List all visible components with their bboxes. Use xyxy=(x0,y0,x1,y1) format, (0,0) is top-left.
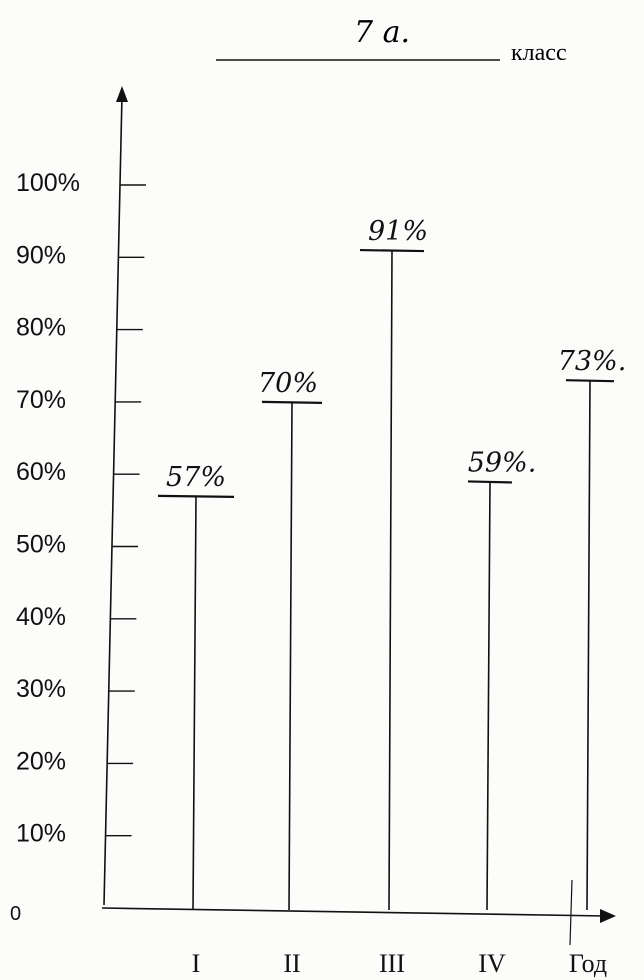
bar-4 xyxy=(486,481,491,911)
bar-value-label-2: 70% xyxy=(258,368,318,399)
x-axis xyxy=(101,907,607,917)
y-axis xyxy=(103,94,123,906)
bar-cap-4 xyxy=(467,480,513,484)
bar-cap-5 xyxy=(565,379,615,383)
category-label-2: II xyxy=(283,949,300,978)
bar-value-label-1: 57% xyxy=(166,462,226,493)
y-tick-label-40: 40% xyxy=(16,603,66,631)
category-label-4: IV xyxy=(478,949,506,978)
x-axis-category-labels: I II III IV Год xyxy=(192,949,607,978)
category-label-3: III xyxy=(379,949,405,978)
y-tick-label-70: 70% xyxy=(16,386,66,414)
category-label-5: Год xyxy=(569,949,607,978)
y-axis-ticks xyxy=(105,184,146,837)
bar-cap-3 xyxy=(359,248,425,253)
bar-value-label-5: 73%. xyxy=(558,346,627,377)
x-axis-arrow xyxy=(600,909,616,923)
bar-2 xyxy=(288,401,293,911)
y-tick-label-60: 60% xyxy=(16,458,66,486)
axis-extra-stroke xyxy=(569,879,573,946)
category-label-1: I xyxy=(192,949,201,978)
bar-data-labels: 57% 70% 91% 59%. 73%. xyxy=(166,216,626,493)
bar-3 xyxy=(388,250,393,911)
y-tick-label-50: 50% xyxy=(16,531,66,559)
y-tick-label-100: 100% xyxy=(16,169,80,197)
y-axis-arrow xyxy=(116,86,128,102)
y-tick-label-0: 0 xyxy=(10,903,21,925)
y-tick-label-90: 90% xyxy=(16,241,66,269)
y-axis-tick-labels: 0 10% 20% 30% 40% 50% 60% 70% 80% 90% 100% xyxy=(10,169,80,925)
bar-value-label-3: 91% xyxy=(368,216,428,247)
bar-cap-2 xyxy=(261,400,323,404)
y-tick-label-20: 20% xyxy=(16,747,66,775)
class-value: 7 а. xyxy=(354,15,410,50)
bar-1 xyxy=(192,495,197,911)
bar-5 xyxy=(586,380,591,911)
bar-cap-1 xyxy=(157,494,235,498)
y-tick-label-10: 10% xyxy=(16,820,66,848)
class-label: класс xyxy=(511,40,567,66)
bar-value-label-4: 59%. xyxy=(468,447,537,478)
y-tick-label-30: 30% xyxy=(16,675,66,703)
bar-series xyxy=(157,248,615,946)
y-tick-label-80: 80% xyxy=(16,314,66,342)
